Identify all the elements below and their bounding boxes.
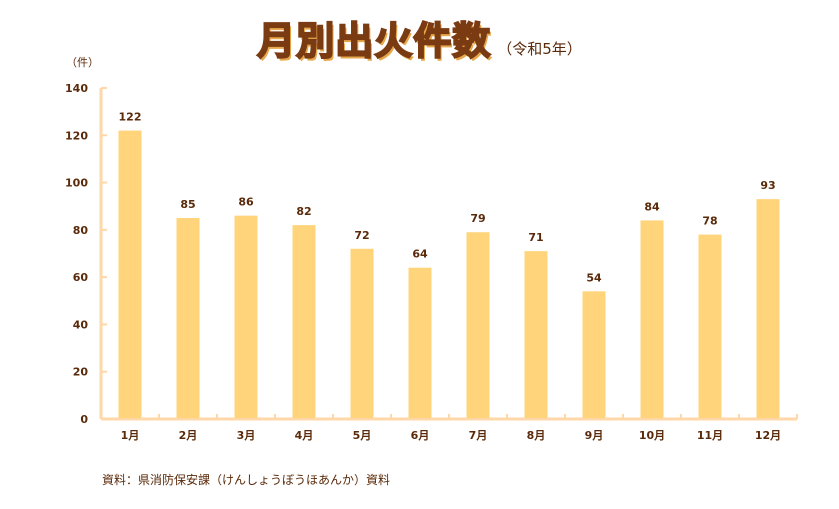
y-tick-label: 120 <box>65 129 88 142</box>
data-label: 71 <box>528 231 543 244</box>
x-tick-label: 4月 <box>295 429 314 442</box>
x-tick-label: 12月 <box>755 429 781 442</box>
data-label: 122 <box>119 111 142 124</box>
chart-title: 月別出火件数 <box>256 18 492 64</box>
y-tick-label: 140 <box>65 82 88 95</box>
data-label: 79 <box>470 212 485 225</box>
data-label: 54 <box>586 271 602 284</box>
x-tick-label: 7月 <box>469 429 488 442</box>
bar <box>176 218 200 418</box>
bar <box>292 225 316 418</box>
y-tick-label: 40 <box>73 318 89 331</box>
data-label: 85 <box>180 198 195 211</box>
x-tick-label: 6月 <box>411 429 430 442</box>
data-label: 82 <box>296 205 311 218</box>
y-tick-label: 100 <box>65 177 88 190</box>
bar <box>524 251 548 418</box>
bar <box>408 267 432 418</box>
data-label: 84 <box>644 200 660 213</box>
y-axis-unit: （件） <box>66 56 99 69</box>
bar <box>640 220 664 418</box>
source-note: 資料：県消防保安課（けんしょうぼうほあんか）資料 <box>102 473 391 487</box>
bar <box>466 232 490 418</box>
x-tick-label: 1月 <box>121 429 140 442</box>
data-label: 93 <box>760 179 775 192</box>
x-tick-label: 3月 <box>237 429 256 442</box>
x-tick-label: 8月 <box>527 429 546 442</box>
x-tick-label: 2月 <box>179 429 198 442</box>
data-label: 78 <box>702 215 717 228</box>
y-tick-label: 0 <box>80 413 88 426</box>
title-area: 月別出火件数 （令和5年） <box>0 10 839 65</box>
y-tick-label: 60 <box>73 271 89 284</box>
bar <box>234 215 258 418</box>
chart-subtitle: （令和5年） <box>497 40 582 58</box>
x-tick-label: 9月 <box>585 429 604 442</box>
data-label: 64 <box>412 248 428 261</box>
bar <box>118 130 142 419</box>
bar <box>698 234 722 418</box>
x-tick-label: 11月 <box>697 429 723 442</box>
y-tick-label: 80 <box>73 224 89 237</box>
y-tick-label: 20 <box>73 366 89 379</box>
bar <box>756 199 780 418</box>
bar <box>350 248 374 418</box>
x-tick-label: 5月 <box>353 429 372 442</box>
data-label: 72 <box>354 229 369 242</box>
data-label: 86 <box>238 196 254 209</box>
bar <box>582 291 606 418</box>
x-tick-label: 10月 <box>639 429 665 442</box>
